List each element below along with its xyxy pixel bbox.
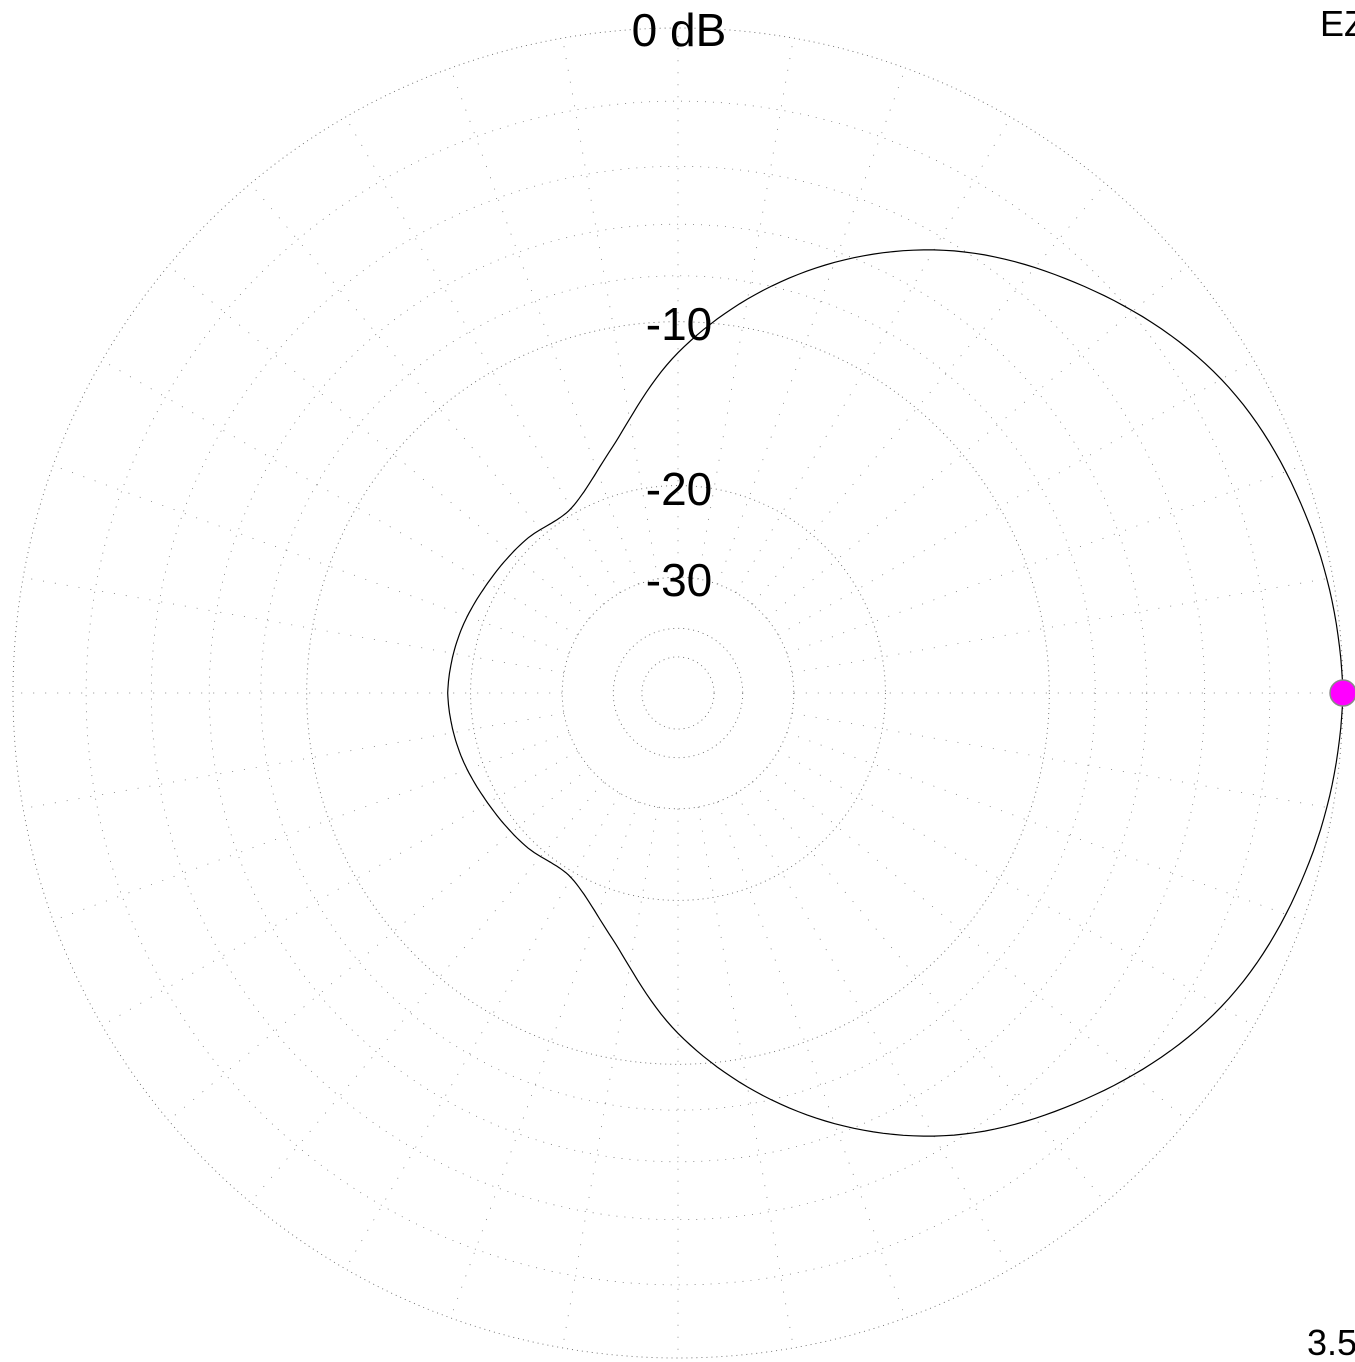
grid-ring [85,100,1271,1286]
grid-spoke [786,732,1304,921]
max-gain-marker [1329,679,1355,707]
grid-spoke [345,793,621,1270]
grid-spoke [791,712,1333,809]
grid-spoke [766,265,1188,619]
grid-spoke [101,360,578,636]
grid-spoke [752,183,1106,605]
ring-label-minus-20: -20 [646,463,712,515]
corner-label-top-right: EZ [1320,3,1355,44]
grid-spoke [168,265,590,619]
grid-spoke [450,801,639,1319]
grid-spoke [23,577,565,674]
grid-ring [470,485,886,901]
grid-spoke [562,38,659,580]
grid-spoke [697,38,794,580]
ring-label-0db: 0 dB [632,4,727,56]
grid-spoke [101,750,578,1026]
grid-spoke [717,801,906,1319]
grid-spoke [23,712,565,809]
grid-spoke [735,116,1011,593]
corner-label-bottom-right: 3.5 [1307,1322,1355,1362]
ring-label-minus-10: -10 [646,298,712,350]
grid-ring [150,165,1206,1221]
grid-spoke [717,67,906,585]
grid-spoke [766,767,1188,1121]
grid-spoke [168,767,590,1121]
grid-spoke [52,465,570,654]
grid-spoke [450,67,639,585]
grid-spoke [250,183,604,605]
grid-spoke [562,806,659,1348]
grid-spoke [791,577,1333,674]
grid-spoke [735,793,1011,1270]
grid-spoke [786,465,1304,654]
grid-spoke [52,732,570,921]
grid-ring [12,27,1344,1359]
grid-spoke [778,360,1255,636]
radiation-pattern-curve [447,249,1344,1137]
grid-ring [306,321,1050,1065]
grid-spoke [778,750,1255,1026]
grid-spoke [250,781,604,1203]
grid-spoke [697,806,794,1348]
ring-label-minus-30: -30 [646,554,712,606]
grid-ring [208,223,1148,1163]
grid-spoke [345,116,621,593]
grid-ring [612,627,744,759]
grid-spoke [752,781,1106,1203]
polar-grid [12,27,1344,1359]
grid-ring [561,576,795,810]
grid-ring [260,275,1096,1111]
grid-ring [641,656,715,730]
